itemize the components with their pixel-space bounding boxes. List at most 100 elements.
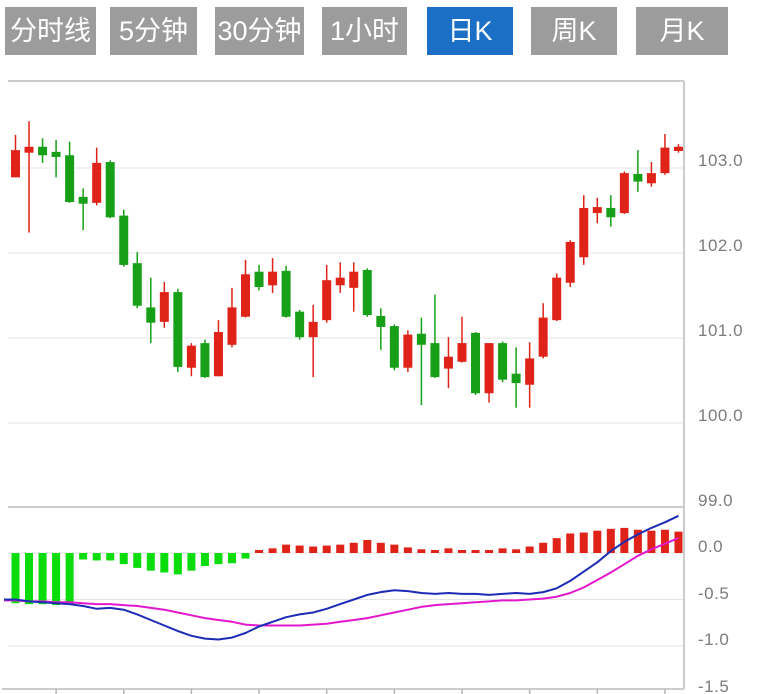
candle-body (200, 343, 210, 378)
macd-histogram-bar (363, 539, 372, 553)
tab-30min[interactable]: 30分钟 (215, 7, 304, 55)
candle-body (484, 343, 494, 394)
candle-body (457, 343, 467, 362)
y-axis-label: 101.0 (698, 321, 744, 340)
macd-histogram-bar (65, 553, 74, 605)
macd-histogram-bar (336, 544, 345, 553)
macd-histogram-bar (227, 553, 236, 564)
candle-body (376, 315, 386, 327)
candle-body (281, 270, 291, 317)
candle-body (241, 274, 251, 317)
candle-body (362, 270, 372, 316)
candle-body (511, 373, 521, 384)
candle-body (646, 173, 656, 184)
macd-histogram-bar (566, 533, 575, 553)
candle-body (146, 307, 156, 323)
macd-histogram-bar (417, 549, 426, 553)
candle-body (619, 173, 629, 214)
macd-histogram-bar (79, 553, 88, 560)
candle-body (213, 332, 223, 377)
candle-body (606, 207, 616, 218)
macd-histogram-bar (430, 550, 439, 553)
macd-histogram-bar (295, 545, 304, 553)
macd-histogram-bar (241, 553, 250, 559)
candle-body (498, 343, 508, 380)
dea-line (4, 537, 679, 627)
candle-body (525, 358, 535, 385)
macd-histogram-bar (25, 553, 34, 605)
macd-histogram-bar (255, 550, 264, 553)
candle-body (335, 277, 345, 286)
tab-1hour[interactable]: 1小时 (322, 7, 407, 55)
candle-body (268, 271, 278, 286)
macd-histogram-bar (606, 528, 615, 553)
candle-body (173, 292, 183, 367)
macd-histogram-bar (322, 545, 331, 553)
macd-histogram-bar (485, 550, 494, 553)
macd-histogram-bar (552, 538, 561, 553)
macd-histogram-bar (647, 530, 656, 553)
tab-daily-k[interactable]: 日K (427, 7, 513, 55)
candle-body (673, 146, 683, 151)
macd-histogram-bar (160, 553, 169, 573)
candle-body (227, 307, 237, 345)
candle-body (132, 263, 142, 306)
macd-histogram-bar (593, 530, 602, 553)
macd-histogram-bar (539, 542, 548, 553)
macd-histogram-bar (660, 529, 669, 553)
candle-body (159, 292, 169, 322)
candle-body (416, 333, 426, 345)
macd-histogram-bar (579, 532, 588, 553)
candle-body (295, 311, 305, 338)
candle-body (552, 277, 562, 321)
macd-histogram-bar (512, 549, 521, 553)
candle-body (308, 321, 318, 338)
macd-histogram-bar (620, 527, 629, 553)
macd-histogram-bar (119, 553, 128, 565)
candle-body (38, 146, 48, 156)
macd-histogram-bar (403, 547, 412, 553)
candle-body (11, 150, 20, 178)
macd-histogram-bar (92, 553, 101, 561)
candle-body (24, 146, 34, 153)
macd-histogram-bar (674, 531, 683, 553)
candle-body (443, 356, 453, 369)
macd-histogram-bar (146, 553, 155, 571)
y-axis-label: 103.0 (698, 151, 744, 170)
macd-histogram-bar (309, 546, 318, 553)
tab-monthly-k[interactable]: 月K (636, 7, 728, 55)
candle-body (51, 151, 61, 157)
candle-body (633, 173, 643, 182)
macd-histogram-bar (349, 542, 358, 553)
candle-body (471, 332, 481, 394)
tab-weekly-k[interactable]: 周K (531, 7, 617, 55)
macd-histogram-bar (633, 529, 642, 553)
dif-line (4, 514, 679, 641)
candle-body (538, 317, 548, 357)
y-axis-label: 99.0 (698, 491, 734, 510)
macd-histogram-bar (187, 553, 196, 571)
macd-histogram-bar (471, 550, 480, 553)
candle-body (254, 271, 264, 287)
macd-histogram-bar (133, 553, 142, 568)
macd-histogram-bar (38, 553, 47, 605)
macd-histogram-bar (106, 553, 115, 561)
macd-histogram-bar (376, 542, 385, 553)
macd-histogram-bar (11, 553, 20, 604)
tab-5min[interactable]: 5分钟 (110, 7, 197, 55)
macd-histogram-bar (173, 553, 182, 575)
macd-histogram-bar (282, 544, 291, 553)
macd-histogram-bar (444, 548, 453, 553)
candle-body (186, 345, 196, 368)
candle-body (579, 207, 589, 258)
candle-body (119, 215, 129, 265)
tab-time-line[interactable]: 分时线 (5, 7, 96, 55)
macd-histogram-bar (200, 553, 209, 567)
candle-body (322, 280, 332, 321)
candle-body (92, 162, 102, 203)
candle-body (349, 271, 359, 288)
candle-body (660, 147, 670, 174)
y-axis-label: -0.5 (698, 583, 730, 603)
macd-histogram-bar (268, 548, 277, 553)
